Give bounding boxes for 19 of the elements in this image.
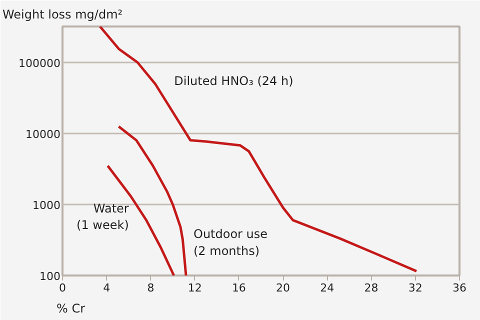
x-tick-label: 36: [452, 282, 466, 294]
x-tick-label: 0: [59, 282, 66, 294]
y-axis-title: Weight loss mg/dm²: [2, 8, 123, 22]
x-tick-label: 28: [364, 282, 378, 294]
y-tick-label: 100000: [18, 56, 61, 70]
x-tick-label: 24: [320, 282, 334, 294]
y-tick-label: 1000: [32, 198, 61, 212]
x-tick-label: 8: [147, 282, 154, 294]
x-tick-label: 4: [103, 282, 110, 294]
series-label: Diluted HNO₃ (24 h): [174, 74, 294, 88]
series-label: Water (1 week): [76, 201, 129, 232]
x-tick-label: 16: [232, 282, 246, 294]
series-label: Outdoor use (2 months): [193, 227, 268, 258]
x-axis-title: % Cr: [56, 302, 86, 316]
x-tick-label: 20: [276, 282, 290, 294]
y-tick-label: 100: [40, 270, 61, 283]
y-tick-label: 10000: [26, 128, 61, 141]
x-tick-label: 32: [408, 282, 422, 294]
x-tick-label: 12: [188, 282, 202, 294]
